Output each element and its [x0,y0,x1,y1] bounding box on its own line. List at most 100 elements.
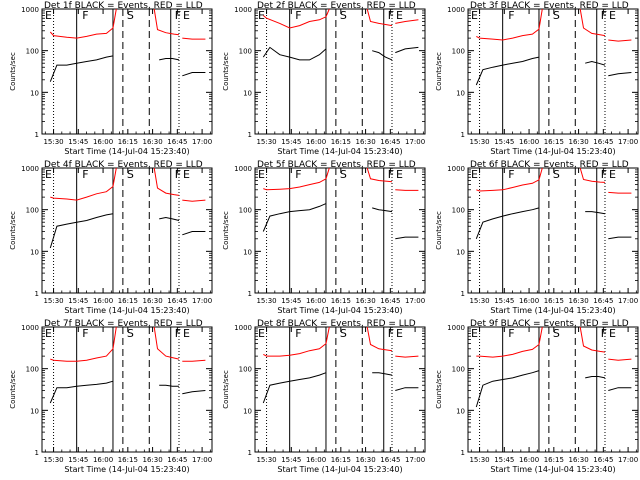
chart-title: Det 2f BLACK = Events, RED = LLD [257,1,416,11]
region-label: E [396,327,403,340]
y-tick-label: 1000 [234,165,252,173]
y-tick-label: 10 [30,248,39,256]
events-series-line [262,203,327,232]
events-series-line [182,390,206,395]
region-label: F [82,168,88,181]
y-axis-label: Counts/sec [435,211,443,250]
x-tick-label: 15:45 [281,297,301,305]
lld-series-line [263,326,330,357]
events-series-line [372,207,393,213]
x-tick-label: 16:45 [380,138,400,146]
lld-series-line [608,191,632,194]
region-label: F [601,168,607,181]
y-tick-label: 1 [461,449,465,457]
lld-series-line [395,189,419,191]
lld-series-line [153,8,180,36]
lld-series-line [476,167,543,192]
y-tick-label: 1000 [234,6,252,14]
x-tick-label: 17:00 [618,297,638,305]
events-series-line [262,46,327,61]
x-axis-label: Start Time (14-Jul-04 15:23:40) [277,147,402,156]
x-tick-label: 16:30 [355,456,375,464]
x-tick-label: 16:15 [118,456,138,464]
lld-series-line [50,326,117,362]
chart-panel: Det 4f BLACK = Events, RED = LLD 1 10 100 10… [9,160,213,315]
x-axis-label: Start Time (14-Jul-04 15:23:40) [277,465,402,474]
region-label: E [45,168,52,181]
region-label: E [183,9,190,22]
y-tick-label: 100 [239,366,252,374]
events-series-line [608,387,632,391]
x-tick-label: 16:00 [306,456,326,464]
events-series-line [585,376,606,379]
lld-series-line [608,39,632,42]
x-tick-label: 17:00 [618,138,638,146]
plot-frame [254,167,426,294]
y-tick-label: 100 [452,207,465,215]
chart-title: Det 7f BLACK = Events, RED = LLD [44,319,203,329]
events-series-line [372,50,393,61]
lld-series-line [153,326,180,360]
y-axis-label: Counts/sec [435,52,443,91]
x-tick-label: 15:45 [68,297,88,305]
x-tick-label: 15:45 [68,138,88,146]
y-tick-label: 1 [248,131,252,139]
chart-panel: Det 6f BLACK = Events, RED = LLD 1 10 100 10… [435,160,639,315]
region-label: E [609,327,616,340]
lld-series-line [153,167,180,196]
x-tick-label: 15:45 [494,456,514,464]
lld-series-line [49,8,117,39]
lld-series-line [476,8,543,41]
x-tick-label: 15:30 [256,456,276,464]
x-tick-label: 17:00 [405,297,425,305]
x-axis-label: Start Time (14-Jul-04 15:23:40) [490,147,615,156]
x-tick-label: 17:00 [192,456,212,464]
x-tick-label: 16:30 [355,138,375,146]
region-label: E [609,168,616,181]
plot-frame [41,167,213,294]
region-label: S [553,168,560,181]
region-label: F [508,9,514,22]
events-series-line [49,380,114,404]
y-tick-label: 100 [452,48,465,56]
events-series-line [608,72,632,77]
y-tick-label: 10 [456,248,465,256]
events-series-line [49,213,114,249]
x-tick-label: 15:30 [43,456,63,464]
lld-series-line [579,326,606,353]
x-tick-label: 16:45 [593,456,613,464]
y-tick-label: 1000 [21,6,39,14]
x-tick-label: 17:00 [405,138,425,146]
x-tick-label: 16:15 [544,456,564,464]
x-tick-label: 16:30 [355,297,375,305]
chart-title: Det 6f BLACK = Events, RED = LLD [470,160,629,170]
plot-frame [254,326,426,453]
region-label: E [471,9,478,22]
lld-series-line [182,199,206,202]
x-tick-label: 16:45 [167,297,187,305]
x-axis-label: Start Time (14-Jul-04 15:23:40) [490,465,615,474]
x-tick-label: 16:00 [519,138,539,146]
x-tick-label: 15:30 [469,138,489,146]
region-label: F [295,9,301,22]
lld-series-line [182,37,206,40]
x-axis-label: Start Time (14-Jul-04 15:23:40) [64,465,189,474]
x-tick-label: 15:45 [68,456,88,464]
events-series-line [372,372,393,376]
y-tick-label: 100 [26,207,39,215]
y-tick-label: 10 [30,407,39,415]
x-tick-label: 16:30 [568,138,588,146]
region-label: F [601,9,607,22]
region-label: E [609,9,616,22]
y-tick-label: 1000 [447,6,465,14]
plot-frame [467,8,639,135]
y-tick-label: 1 [461,131,465,139]
events-series-line [182,72,206,77]
y-tick-label: 1 [35,449,39,457]
chart-panel: Det 1f BLACK = Events, RED = LLD 1 10 100 10… [9,1,213,156]
lld-series-line [579,167,606,183]
region-label: E [396,168,403,181]
x-axis-label: Start Time (14-Jul-04 15:23:40) [64,306,189,315]
region-label: E [396,9,403,22]
events-series-line [395,387,419,391]
